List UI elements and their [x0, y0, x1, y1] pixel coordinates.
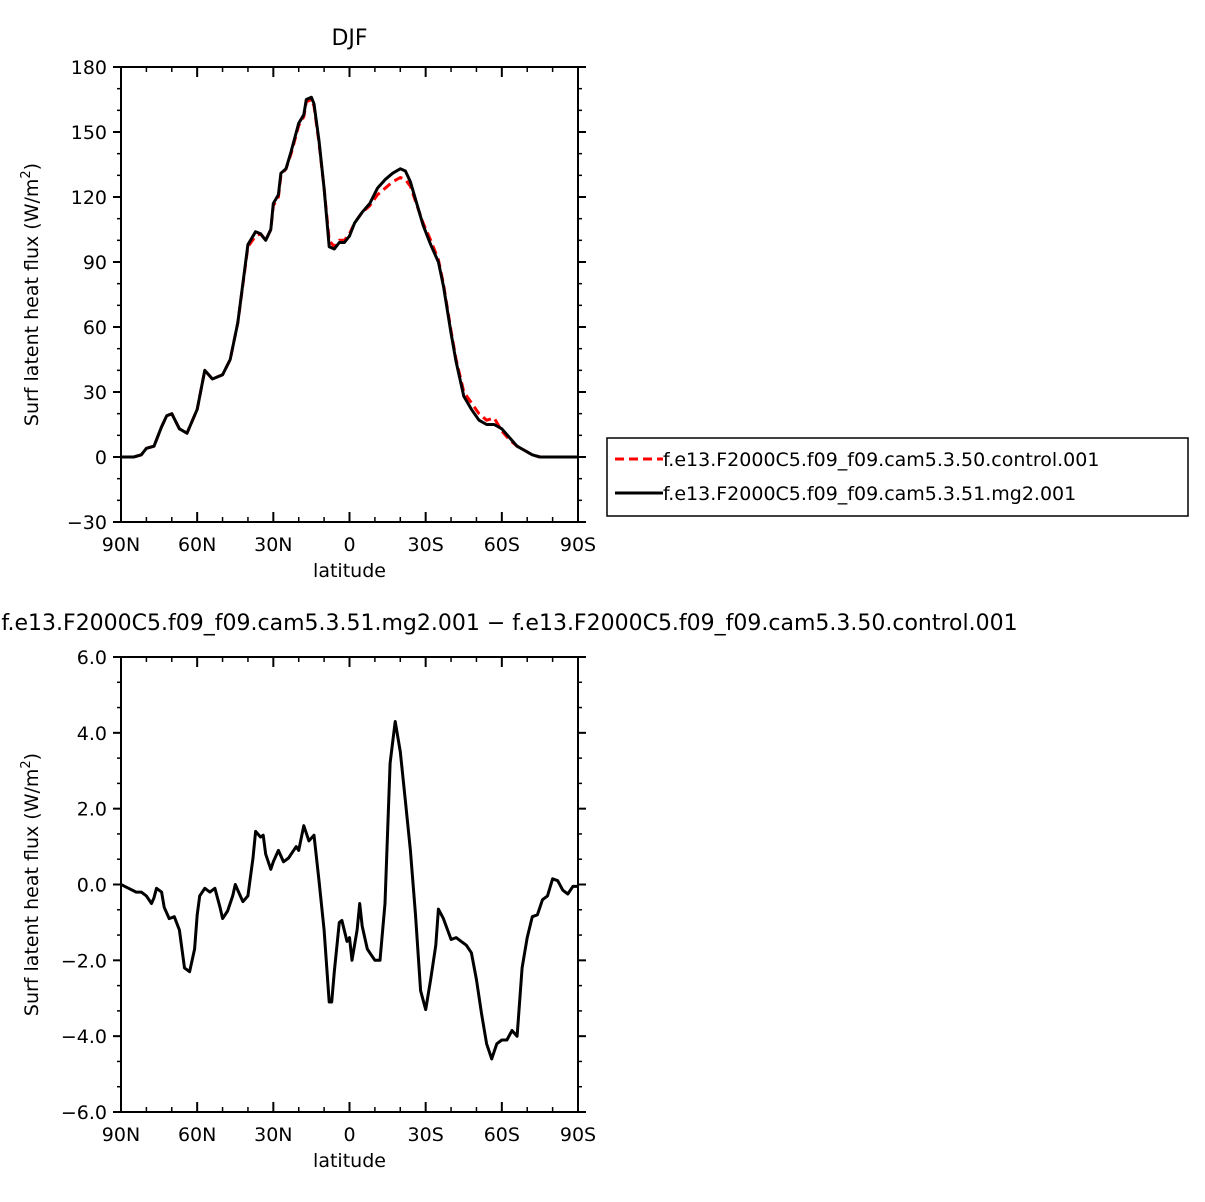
x-tick-label: 0: [343, 534, 355, 556]
y-tick-label: 90: [83, 252, 107, 274]
x-tick-label: 0: [343, 1124, 355, 1146]
y-tick-label: 0.0: [77, 875, 107, 897]
x-axis-label: latitude: [313, 560, 386, 582]
chart-title: f.e13.F2000C5.f09_f09.cam5.3.51.mg2.001 …: [1, 611, 1017, 636]
y-tick-label: 0: [95, 447, 107, 469]
x-tick-label: 90S: [560, 534, 596, 556]
x-tick-label: 60N: [178, 534, 216, 556]
y-tick-label: 120: [71, 187, 107, 209]
x-tick-label: 30N: [254, 1124, 292, 1146]
y-tick-label: 150: [71, 122, 107, 144]
x-tick-label: 90N: [102, 534, 140, 556]
bottom-panel: f.e13.F2000C5.f09_f09.cam5.3.51.mg2.001 …: [1, 611, 1017, 1172]
x-tick-label: 30N: [254, 534, 292, 556]
y-tick-label: 4.0: [77, 723, 107, 745]
y-tick-label: 6.0: [77, 647, 107, 669]
plot-frame: [120, 66, 579, 523]
y-axis-label-main: Surf latent heat flux (W/m: [21, 179, 43, 427]
top-panel: DJF 90N 60N 30N 0 30S 60S 90S −30 0 30 60 90 120 150 18…: [19, 26, 596, 582]
y-axis-label-close: ): [21, 753, 43, 760]
y-axis-label-close: ): [21, 163, 43, 170]
y-tick-label: −30: [67, 512, 107, 534]
legend-entry: f.e13.F2000C5.f09_f09.cam5.3.50.control.…: [663, 449, 1099, 471]
x-tick-label: 30S: [408, 534, 444, 556]
y-axis-label: Surf latent heat flux (W/m2): [19, 163, 43, 426]
y-tick-label: 180: [71, 57, 107, 79]
series-line-1-0: [121, 720, 578, 1061]
y-axis-label-main: Surf latent heat flux (W/m: [21, 769, 43, 1017]
y-tick-label: 60: [83, 317, 107, 339]
legend-entry: f.e13.F2000C5.f09_f09.cam5.3.51.mg2.001: [663, 483, 1076, 505]
legend: f.e13.F2000C5.f09_f09.cam5.3.50.control.…: [606, 437, 1189, 517]
y-tick-label: −2.0: [61, 950, 107, 972]
x-tick-label: 60S: [484, 1124, 520, 1146]
x-tick-label: 30S: [408, 1124, 444, 1146]
chart-title: DJF: [331, 26, 367, 51]
legend-box: [606, 437, 1189, 517]
y-axis-label: Surf latent heat flux (W/m2): [19, 753, 43, 1016]
y-tick-label: 30: [83, 382, 107, 404]
x-tick-label: 90N: [102, 1124, 140, 1146]
y-axis-label-sup: 2: [19, 760, 34, 768]
x-tick-label: 90S: [560, 1124, 596, 1146]
series-line-0-1: [121, 95, 578, 459]
series-line-0-0: [121, 98, 578, 459]
x-tick-label: 60N: [178, 1124, 216, 1146]
y-tick-label: −6.0: [61, 1102, 107, 1124]
y-tick-label: −4.0: [61, 1026, 107, 1048]
x-tick-label: 60S: [484, 534, 520, 556]
y-tick-label: 2.0: [77, 799, 107, 821]
plot-frame: [120, 656, 579, 1113]
y-axis-label-sup: 2: [19, 170, 34, 178]
x-axis-label: latitude: [313, 1150, 386, 1172]
